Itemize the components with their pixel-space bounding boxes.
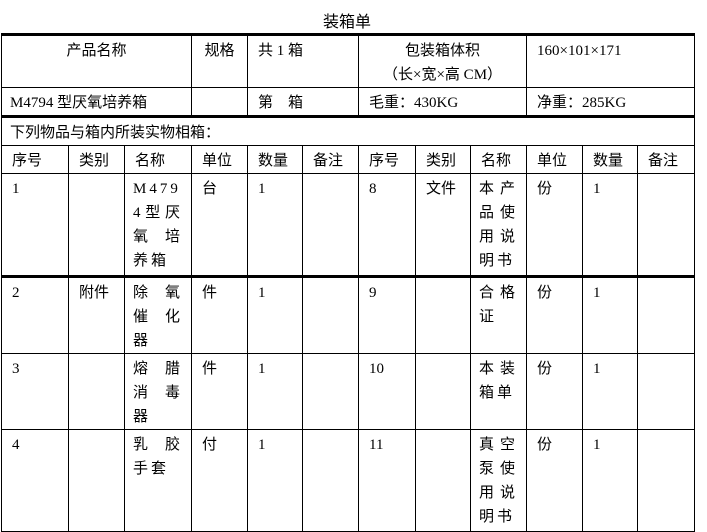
item-category (415, 275, 472, 354)
item-unit: 份 (526, 353, 584, 430)
item-qty: 1 (247, 429, 304, 532)
note-text: 下列物品与箱内所装实物相箱： (0, 115, 696, 146)
item-category (68, 429, 125, 532)
item-name: 合格证 (470, 275, 528, 354)
item-category (415, 429, 472, 532)
table-row: 1 M4794型厌氧培养箱 台 1 8 文件 本产品使用说明书 份 1 (1, 173, 696, 277)
col-header: 序号 (1, 145, 69, 174)
volume-value: 160×101×171 (526, 33, 696, 88)
item-unit: 台 (191, 173, 249, 277)
table-row: 4 乳胶手套 付 1 11 真空泵使用说明书 份 1 (1, 429, 696, 532)
item-no: 11 (358, 429, 417, 532)
col-header: 备注 (637, 145, 696, 174)
col-header: 类别 (415, 145, 472, 174)
item-no: 9 (358, 275, 417, 354)
item-qty: 1 (582, 353, 639, 430)
item-category (415, 353, 472, 430)
item-no: 2 (1, 275, 69, 354)
item-name: 熔腊消毒器 (123, 353, 193, 430)
item-qty: 1 (247, 353, 304, 430)
item-unit: 件 (191, 275, 249, 354)
item-category: 附件 (68, 275, 125, 354)
item-qty: 1 (247, 275, 304, 354)
item-name: 乳胶手套 (123, 429, 193, 532)
packing-list-table: 产品名称 规格 共 1 箱 包装箱体积 （长×宽×高 CM） 160×101×1… (0, 33, 696, 532)
item-remark (302, 429, 360, 532)
net-weight: 净重：285KG (526, 87, 696, 117)
header-row-1: 产品名称 规格 共 1 箱 包装箱体积 （长×宽×高 CM） 160×101×1… (0, 33, 696, 88)
item-unit: 份 (526, 429, 584, 532)
item-no: 3 (1, 353, 69, 430)
col-header: 单位 (191, 145, 249, 174)
spec-label: 规格 (191, 33, 249, 88)
header-row-2: M4794 型厌氧培养箱 第 箱 毛重：430KG 净重：285KG (0, 87, 696, 117)
item-category: 文件 (415, 173, 472, 277)
item-remark (637, 173, 696, 277)
item-no: 4 (1, 429, 69, 532)
item-no: 10 (358, 353, 417, 430)
col-header: 名称 (123, 145, 193, 174)
volume-label: 包装箱体积 (405, 43, 481, 59)
item-remark (302, 275, 360, 354)
item-remark (637, 275, 696, 354)
item-remark (302, 173, 360, 277)
item-qty: 1 (582, 429, 639, 532)
column-header-row: 序号 类别 名称 单位 数量 备注 序号 类别 名称 单位 数量 备注 (1, 145, 696, 174)
item-unit: 份 (526, 173, 584, 277)
item-category (68, 353, 125, 430)
col-header: 单位 (526, 145, 584, 174)
gross-weight: 毛重：430KG (358, 87, 528, 117)
item-remark (637, 429, 696, 532)
col-header: 名称 (470, 145, 528, 174)
box-number: 第 箱 (247, 87, 360, 117)
product-name-label: 产品名称 (0, 33, 193, 88)
item-unit: 件 (191, 353, 249, 430)
item-name: 除氧催化器 (123, 275, 193, 354)
item-qty: 1 (582, 275, 639, 354)
item-remark (302, 353, 360, 430)
item-unit: 付 (191, 429, 249, 532)
col-header: 备注 (302, 145, 360, 174)
spec-value (191, 87, 249, 117)
col-header: 序号 (358, 145, 417, 174)
item-no: 8 (358, 173, 417, 277)
product-name: M4794 型厌氧培养箱 (0, 87, 193, 117)
volume-label-cell: 包装箱体积 （长×宽×高 CM） (358, 33, 528, 88)
col-header: 类别 (68, 145, 125, 174)
item-qty: 1 (247, 173, 304, 277)
table-row: 3 熔腊消毒器 件 1 10 本装箱单 份 1 (1, 353, 696, 430)
item-category (68, 173, 125, 277)
volume-unit: （长×宽×高 CM） (383, 67, 503, 83)
col-header: 数量 (582, 145, 639, 174)
item-no: 1 (1, 173, 69, 277)
item-unit: 份 (526, 275, 584, 354)
item-remark (637, 353, 696, 430)
document-title: 装箱单 (322, 14, 371, 31)
note-row: 下列物品与箱内所装实物相箱： (0, 115, 696, 146)
table-row: 2 附件 除氧催化器 件 1 9 合格证 份 1 (1, 275, 696, 354)
box-total: 共 1 箱 (247, 33, 360, 88)
item-qty: 1 (582, 173, 639, 277)
item-name: M4794型厌氧培养箱 (123, 173, 193, 277)
item-name: 本产品使用说明书 (470, 173, 528, 277)
col-header: 数量 (247, 145, 304, 174)
item-name: 真空泵使用说明书 (470, 429, 528, 532)
item-name: 本装箱单 (470, 353, 528, 430)
